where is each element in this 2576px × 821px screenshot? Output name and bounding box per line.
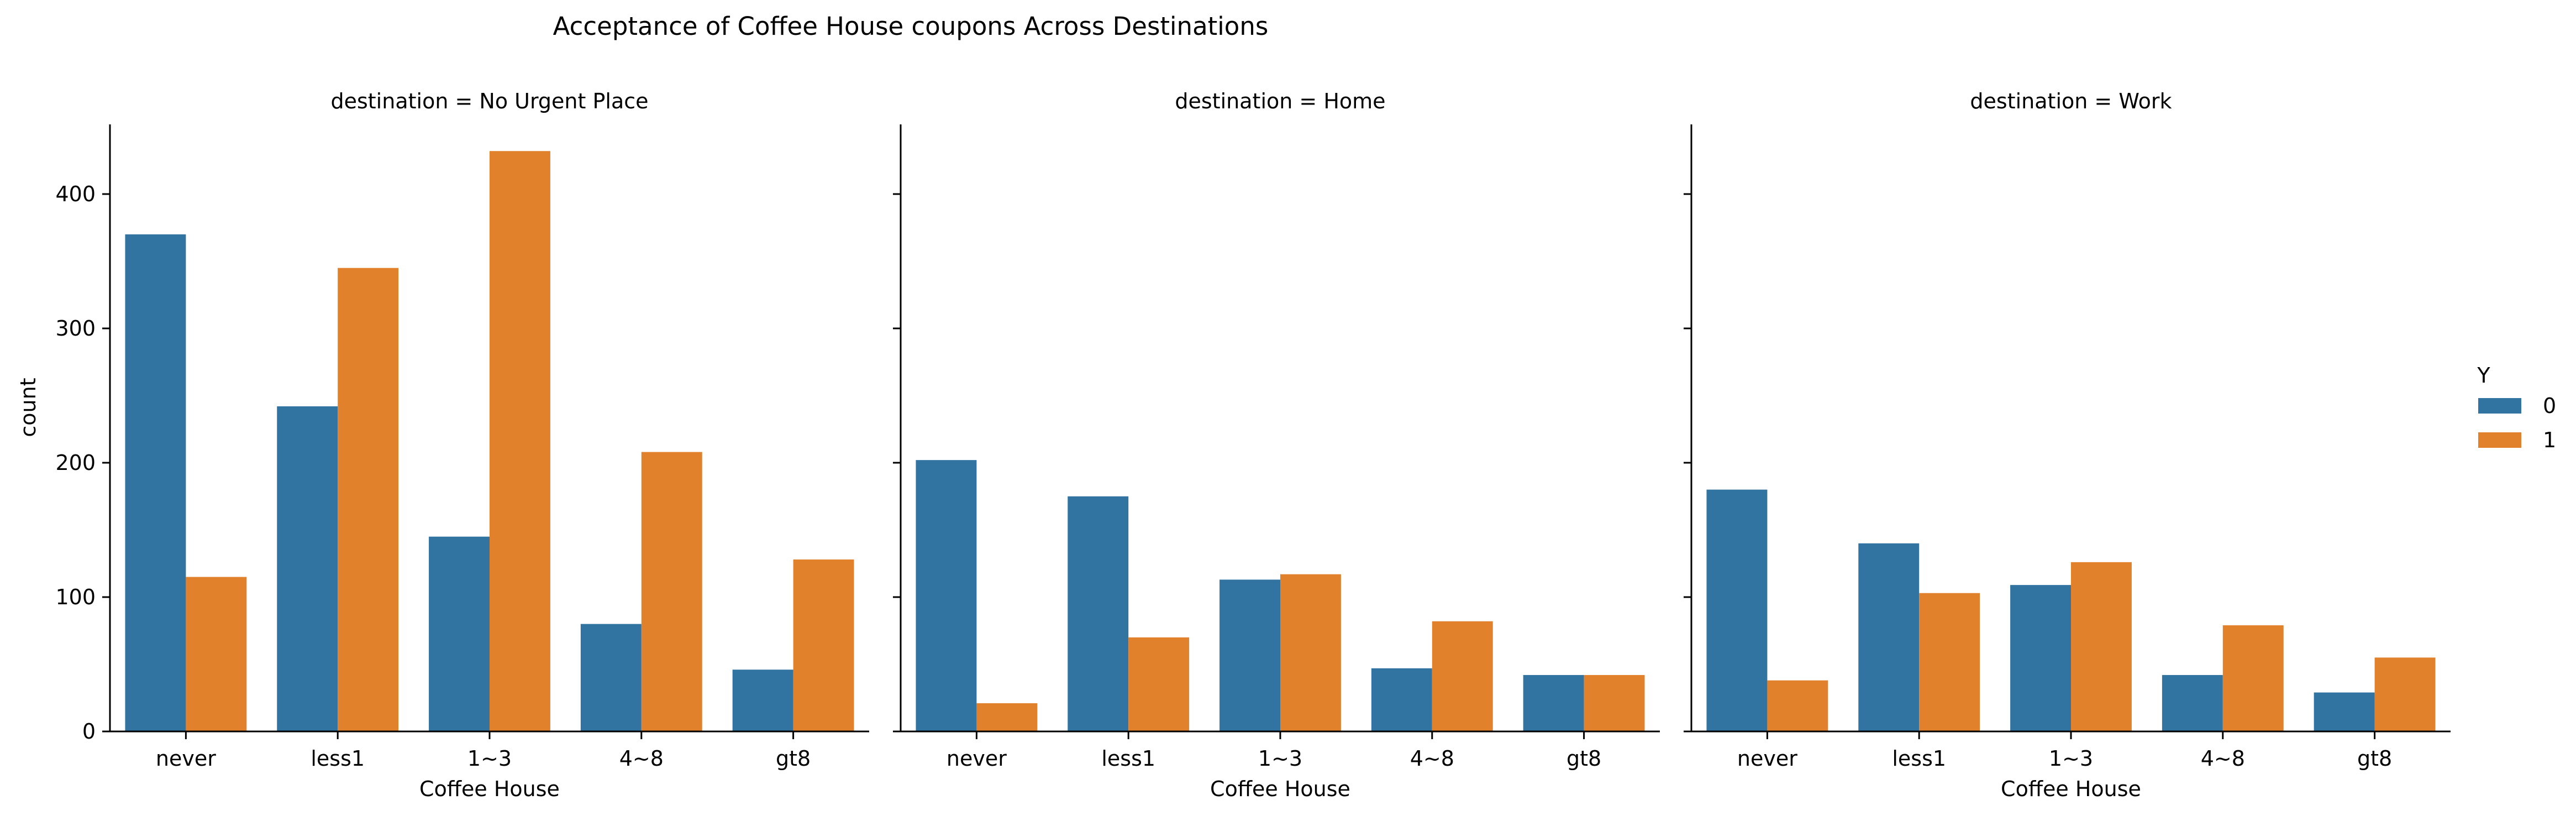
bar-destination-no-urgent-place-never-y0 bbox=[125, 234, 186, 731]
x-tick-label: less1 bbox=[1101, 746, 1155, 771]
bar-destination-home-never-y1 bbox=[976, 703, 1038, 731]
x-tick-label: 4~8 bbox=[1410, 746, 1454, 771]
x-axis-label: Coffee House bbox=[419, 777, 560, 801]
bar-destination-no-urgent-place-never-y1 bbox=[186, 577, 247, 731]
facet-panel: destination = No Urgent Place 0 100 200 300 4… bbox=[55, 89, 869, 801]
chart-title: Acceptance of Coffee House coupons Acros… bbox=[553, 12, 1269, 41]
bar-destination-no-urgent-place-less1-y0 bbox=[277, 406, 338, 731]
x-tick-label: 4~8 bbox=[619, 746, 664, 771]
x-tick-label: never bbox=[156, 746, 216, 771]
legend-swatch-0 bbox=[2478, 398, 2521, 414]
bar-destination-work-13-y1 bbox=[2071, 562, 2132, 731]
x-tick-label: 1~3 bbox=[467, 746, 512, 771]
y-tick-label: 400 bbox=[55, 182, 96, 206]
bar-destination-no-urgent-place-13-y0 bbox=[429, 536, 490, 731]
x-tick-label: never bbox=[947, 746, 1007, 771]
bar-destination-no-urgent-place-13-y1 bbox=[490, 151, 550, 731]
bar-destination-work-never-y1 bbox=[1767, 680, 1828, 731]
x-tick-label: less1 bbox=[1892, 746, 1946, 771]
bar-destination-home-never-y0 bbox=[916, 460, 977, 731]
legend-swatch-1 bbox=[2478, 432, 2521, 448]
bar-destination-work-48-y0 bbox=[2162, 674, 2223, 731]
bar-destination-home-gt8-y1 bbox=[1584, 674, 1645, 731]
legend-label-1: 1 bbox=[2543, 428, 2556, 452]
x-tick-label: less1 bbox=[311, 746, 365, 771]
facet-title: destination = Home bbox=[1175, 89, 1385, 113]
bar-destination-no-urgent-place-48-y1 bbox=[641, 452, 702, 731]
x-tick-label: 1~3 bbox=[2049, 746, 2093, 771]
legend-title: Y bbox=[2477, 363, 2490, 388]
legend-label-0: 0 bbox=[2543, 394, 2556, 418]
bar-destination-no-urgent-place-gt8-y1 bbox=[793, 559, 854, 731]
bar-destination-work-13-y0 bbox=[2010, 585, 2071, 731]
bar-destination-work-gt8-y1 bbox=[2374, 657, 2436, 731]
x-tick-label: gt8 bbox=[776, 746, 811, 771]
bar-destination-home-less1-y1 bbox=[1128, 637, 1190, 731]
facet-panel: destination = Work never less1 1~3 4~8 gt8 Cof… bbox=[1684, 89, 2451, 801]
x-tick-label: 1~3 bbox=[1258, 746, 1302, 771]
legend: Y 0 1 bbox=[2477, 363, 2556, 452]
y-tick-label: 200 bbox=[55, 451, 96, 475]
x-tick-label: never bbox=[1737, 746, 1797, 771]
x-axis-label: Coffee House bbox=[2001, 777, 2141, 801]
bar-destination-home-48-y0 bbox=[1371, 668, 1432, 731]
y-tick-label: 300 bbox=[55, 316, 96, 341]
bar-destination-work-gt8-y0 bbox=[2314, 692, 2375, 731]
facet-title: destination = No Urgent Place bbox=[330, 89, 648, 113]
x-tick-label: gt8 bbox=[2357, 746, 2392, 771]
bar-destination-work-never-y0 bbox=[1706, 489, 1768, 731]
bar-destination-work-less1-y0 bbox=[1858, 543, 1920, 731]
bar-destination-home-less1-y0 bbox=[1068, 496, 1129, 731]
bar-destination-no-urgent-place-48-y0 bbox=[580, 624, 642, 731]
bar-destination-home-13-y1 bbox=[1280, 574, 1341, 731]
y-axis-label: count bbox=[16, 378, 40, 437]
bar-destination-work-less1-y1 bbox=[1919, 593, 1980, 731]
bar-destination-work-48-y1 bbox=[2222, 625, 2284, 731]
facet-title: destination = Work bbox=[1970, 89, 2172, 113]
y-tick-label: 0 bbox=[82, 719, 96, 744]
x-axis-label: Coffee House bbox=[1210, 777, 1350, 801]
facet-panel: destination = Home never less1 1~3 4~8 gt8 Cof… bbox=[893, 89, 1660, 801]
bar-destination-home-13-y0 bbox=[1219, 579, 1280, 731]
y-tick-label: 100 bbox=[55, 585, 96, 609]
bar-destination-home-48-y1 bbox=[1432, 621, 1493, 731]
bar-destination-no-urgent-place-gt8-y0 bbox=[732, 670, 793, 731]
x-tick-label: 4~8 bbox=[2201, 746, 2245, 771]
x-tick-label: gt8 bbox=[1566, 746, 1601, 771]
bar-destination-home-gt8-y0 bbox=[1523, 674, 1584, 731]
bar-destination-no-urgent-place-less1-y1 bbox=[338, 268, 399, 731]
